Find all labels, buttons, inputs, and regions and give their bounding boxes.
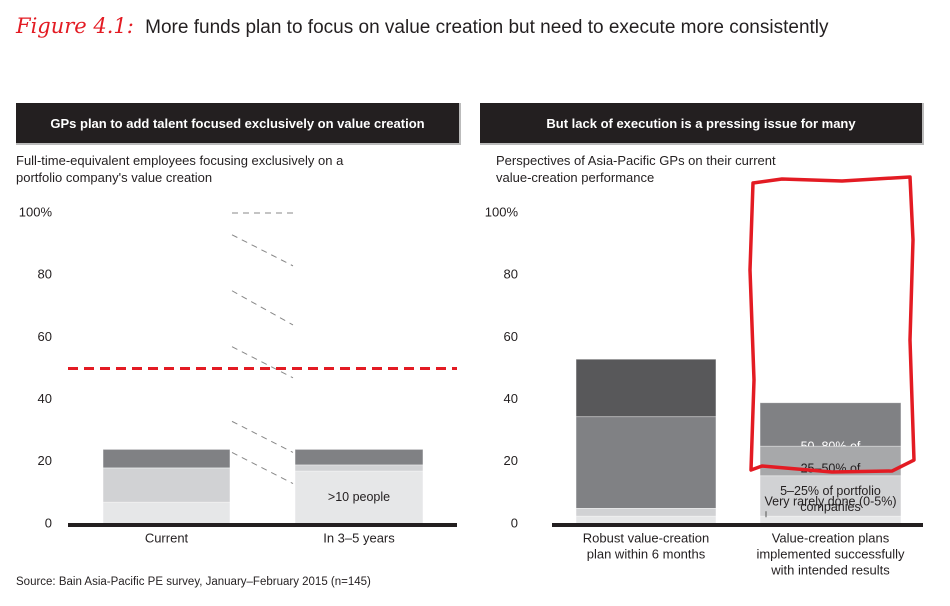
bar-segment <box>575 358 717 525</box>
bar-segment <box>294 483 424 525</box>
highlight-box <box>748 175 916 474</box>
y-tick-label: 40 <box>38 391 52 406</box>
segment-label: companies <box>800 472 860 486</box>
bar-segment <box>759 402 902 525</box>
bar-segment <box>575 508 717 525</box>
right-panel-header: But lack of execution is a pressing issu… <box>480 103 924 145</box>
connector-line <box>231 346 294 379</box>
segment-label: >80% of <box>807 480 854 494</box>
connector-line <box>231 452 294 485</box>
category-label: Value-creation plans <box>772 530 890 545</box>
category-label: with intended results <box>770 562 890 577</box>
left-panel-subtitle: Full-time-equivalent employees focusing … <box>16 153 344 185</box>
left-panel-title: GPs plan to add talent focused exclusive… <box>50 115 425 131</box>
y-tick-label: 80 <box>504 267 518 282</box>
x-axis-line <box>68 523 457 527</box>
right-panel-subtitle: Perspectives of Asia-Pacific GPs on thei… <box>496 153 776 185</box>
category-label: implemented successfully <box>756 546 905 561</box>
segment-label: Very rarely done (0-5%) <box>764 495 896 509</box>
bar-segment <box>759 475 902 525</box>
segment-label: 2–3 people <box>328 479 390 493</box>
y-tick-label: 20 <box>38 453 52 468</box>
right-panel-title: But lack of execution is a pressing issu… <box>546 115 856 131</box>
segment-label: 3–5 people <box>328 490 390 504</box>
source-note: Source: Bain Asia-Pacific PE survey, Jan… <box>16 576 371 588</box>
y-tick-label: 0 <box>511 515 518 530</box>
bar-segment <box>102 501 231 525</box>
segment-label: 5–25% of portfolio <box>780 484 881 498</box>
segment-label: ~1 person <box>331 501 387 515</box>
segment-label: companies <box>800 500 860 514</box>
connector-line <box>231 290 294 326</box>
connector-line <box>231 420 294 453</box>
y-tick-label: 40 <box>504 391 518 406</box>
bar-segment <box>102 467 231 525</box>
y-tick-label: 100% <box>19 204 53 219</box>
y-tick-label: 80 <box>38 267 52 282</box>
bar-segment <box>575 416 717 525</box>
segment-label: 25–50% of <box>801 461 861 475</box>
bar-segment <box>759 445 902 525</box>
segment-label: companies <box>800 493 860 507</box>
segment-label: portfolio companies <box>776 496 884 510</box>
y-tick-label: 60 <box>504 329 518 344</box>
left-panel-header: GPs plan to add talent focused exclusive… <box>16 103 461 145</box>
y-tick-label: 60 <box>38 329 52 344</box>
category-label: Current <box>145 530 189 545</box>
category-label: plan within 6 months <box>587 546 706 561</box>
segment-label: 50–80% of <box>801 440 861 454</box>
x-axis-line <box>552 523 923 527</box>
y-tick-label: 20 <box>504 453 518 468</box>
bar-segment <box>294 464 424 525</box>
segment-label: portfolio <box>808 477 853 491</box>
category-label: Robust value-creation <box>583 530 709 545</box>
y-tick-label: 0 <box>45 515 52 530</box>
bar-segment <box>102 448 231 525</box>
bar-segment <box>102 492 231 525</box>
connector-line <box>231 234 294 267</box>
y-tick-label: 100% <box>485 204 519 219</box>
segment-label: 5–10 people <box>325 487 394 501</box>
figure-title: Figure 4.1: More funds plan to focus on … <box>16 14 829 39</box>
bar-segment <box>759 467 902 525</box>
bar-segment <box>575 515 717 525</box>
bar-segment <box>294 492 424 525</box>
segment-label: portfolio <box>808 456 853 470</box>
figure-title-text: More funds plan to focus on value creati… <box>145 17 829 38</box>
segment-label: <1 full-time <box>328 496 390 510</box>
category-label: In 3–5 years <box>323 530 395 545</box>
bar-segment <box>759 515 902 525</box>
bar-segment <box>102 452 231 525</box>
figure-number: Figure 4.1: <box>16 14 134 38</box>
bar-segment <box>294 470 424 525</box>
bar-segment <box>294 448 424 525</box>
bar-segment <box>294 470 424 525</box>
bar-segment <box>575 508 717 525</box>
segment-label: >10 people <box>328 490 390 504</box>
bar-segment <box>102 467 231 525</box>
